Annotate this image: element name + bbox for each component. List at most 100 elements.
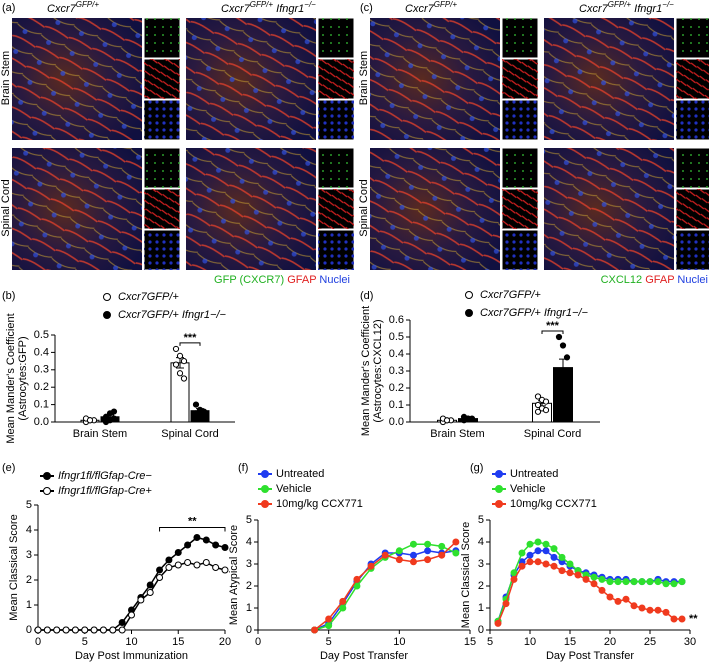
y-tick-label: 0.5 <box>389 331 404 343</box>
inset <box>502 18 538 58</box>
x-tick-label: 10 <box>524 636 536 648</box>
point <box>559 342 567 349</box>
point <box>156 574 164 581</box>
point <box>558 567 566 575</box>
point <box>550 545 558 553</box>
point <box>510 569 518 577</box>
row-label: Spinal Cord <box>358 179 370 236</box>
point <box>395 556 403 564</box>
point <box>614 597 622 605</box>
point <box>137 596 145 604</box>
y-tick-label: 0 <box>478 624 484 636</box>
legend-label: Ifngr1fl/flGfap-Cre+ <box>58 485 152 497</box>
point <box>325 615 333 623</box>
point <box>409 551 417 559</box>
point <box>582 575 590 583</box>
inset <box>676 18 709 58</box>
x-tick-label: 25 <box>644 636 656 648</box>
point <box>395 547 403 555</box>
inset <box>144 230 180 270</box>
point <box>638 578 646 586</box>
x-tick-label: 10 <box>393 636 405 648</box>
inset <box>676 148 709 188</box>
inset <box>676 59 709 99</box>
point <box>103 293 111 301</box>
point <box>184 541 192 549</box>
x-tick-label: 15 <box>172 636 184 648</box>
x-axis-label: Day Post Transfer <box>320 650 408 662</box>
point <box>409 558 417 566</box>
significance: *** <box>546 320 560 332</box>
micrograph-texture <box>544 18 674 140</box>
inset <box>318 230 354 270</box>
point <box>550 553 558 561</box>
series-line <box>497 561 682 624</box>
point <box>184 559 192 566</box>
point <box>261 470 269 478</box>
x-tick-label: 5 <box>326 636 332 648</box>
gene: Cxcr7 <box>47 3 77 15</box>
inset <box>676 230 709 270</box>
y-tick-label: 1 <box>478 602 484 614</box>
inset <box>318 100 354 140</box>
point <box>438 542 446 550</box>
x-axis-label: Day Post Immunization <box>75 650 188 662</box>
y-tick-label: 5 <box>26 499 32 511</box>
point <box>630 602 638 610</box>
point <box>534 393 542 400</box>
point <box>574 571 582 579</box>
point <box>176 352 184 359</box>
point <box>563 384 571 392</box>
point <box>542 547 550 555</box>
point <box>563 354 571 361</box>
point <box>558 553 566 561</box>
point <box>381 551 389 559</box>
point <box>110 408 118 415</box>
micrograph-texture <box>186 18 316 140</box>
x-tick-label: Spinal Cord <box>524 428 581 440</box>
y-tick-label: 5 <box>246 514 252 526</box>
point <box>325 622 333 630</box>
point <box>71 626 79 634</box>
point <box>409 540 417 548</box>
panel-label: (g) <box>470 462 483 474</box>
inset <box>676 189 709 229</box>
panel-label: (a) <box>2 2 15 14</box>
point <box>118 619 126 626</box>
x-tick-label: 30 <box>684 636 696 648</box>
y-tick-label: 2 <box>246 580 252 592</box>
inset <box>502 59 538 99</box>
row-label: Brain Stem <box>358 51 370 105</box>
legend-label: Vehicle <box>510 483 545 495</box>
y-tick-label: 0.1 <box>389 399 404 411</box>
point <box>202 559 210 566</box>
point <box>638 604 646 612</box>
significance-bracket <box>541 330 564 334</box>
y-tick-label: 0.4 <box>34 346 49 358</box>
point <box>146 589 154 596</box>
stain: Nuclei <box>319 274 350 286</box>
superscript: GFP/+ <box>434 0 458 9</box>
x-tick-label: Brain Stem <box>73 428 127 440</box>
point <box>542 398 550 405</box>
x-tick-label: 15 <box>564 636 576 648</box>
point <box>630 578 638 586</box>
point <box>165 556 173 564</box>
panel-label: (e) <box>2 462 15 474</box>
y-tick-label: 3 <box>246 558 252 570</box>
point <box>526 540 534 548</box>
y-axis-label: (Astrocytes:GFP) <box>17 336 29 420</box>
point <box>654 606 662 614</box>
point <box>542 560 550 568</box>
point <box>110 415 118 422</box>
point <box>193 561 201 569</box>
y-tick-label: 0.1 <box>34 399 49 411</box>
point <box>555 367 563 375</box>
point <box>62 626 70 634</box>
point <box>202 536 210 544</box>
inset <box>144 148 180 188</box>
column-title: Cxcr7GFP/+ <box>405 0 457 15</box>
point <box>53 626 61 634</box>
y-axis-label: Mean Atypical Score <box>228 525 240 625</box>
point <box>452 549 460 557</box>
